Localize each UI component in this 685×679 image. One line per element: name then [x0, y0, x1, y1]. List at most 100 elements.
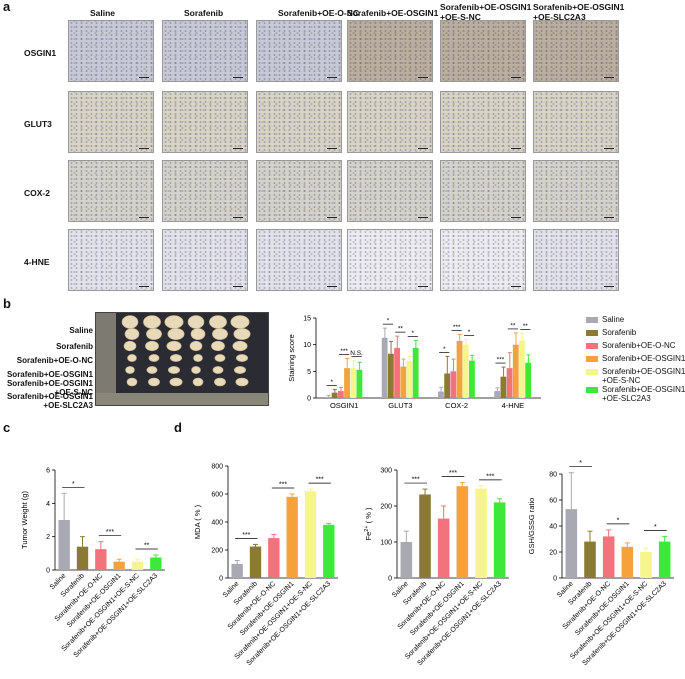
- scale-bar: [139, 77, 149, 78]
- tumor-specimen: [236, 354, 249, 362]
- significance-label: **: [398, 326, 404, 333]
- bar-4-hne-sorafenib: [500, 376, 507, 398]
- scale-bar: [604, 217, 614, 218]
- tumor-specimen: [124, 328, 140, 340]
- y-tick-label: 10: [303, 342, 311, 349]
- bar-sorafenib-oe-osgin1-oe-s-nc: [131, 561, 144, 570]
- bar-sorafenib-oe-osgin1-oe-s-nc: [304, 491, 317, 578]
- tumor-specimen: [125, 366, 135, 374]
- scale-bar: [139, 148, 149, 149]
- tumor-specimen: [127, 354, 137, 362]
- significance-label: **: [510, 322, 516, 329]
- tumor-specimen: [235, 377, 249, 387]
- legend-label-sorafenib-oe-osgin1: Sorafenib+OE-OSGIN1: [602, 354, 685, 363]
- ihc-image-cox-2-3: [347, 160, 433, 222]
- y-tick-label: 4: [46, 501, 50, 508]
- tumor-specimen: [232, 340, 248, 352]
- tumor-specimen: [234, 366, 247, 374]
- tumor-specimen: [212, 328, 228, 340]
- column-header-sorafenib-oe-o-nc: Sorafenib+OE-O-NC: [278, 8, 359, 18]
- tumor-specimen: [148, 354, 160, 362]
- scale-bar: [233, 148, 243, 149]
- bar-osgin1-sorafenib-oe-osgin1: [344, 368, 350, 398]
- ihc-image-cox-2-0: [68, 160, 154, 222]
- bar-sorafenib-oe-o-nc: [268, 538, 280, 578]
- bar-osgin1-sorafenib-oe-o-nc: [337, 391, 344, 398]
- bar-saline: [400, 542, 413, 578]
- column-header-sorafenib-oe-osgin1-oe-s-nc: Sorafenib+OE-OSGIN1 +OE-S-NC: [440, 2, 532, 22]
- ihc-image-4-hne-2: [256, 229, 342, 291]
- significance-label: ***: [106, 529, 114, 536]
- bar-sorafenib-oe-osgin1: [621, 546, 634, 578]
- significance-label: ***: [340, 348, 348, 355]
- significance-label: ***: [316, 477, 324, 484]
- row-header-4-hne: 4-HNE: [24, 257, 50, 267]
- scale-bar: [511, 217, 521, 218]
- bar-sorafenib-oe-osgin1-oe-s-nc: [640, 552, 652, 578]
- x-tick-label: 4-HNE: [502, 401, 525, 410]
- bar-osgin1-saline: [325, 396, 332, 398]
- ihc-image-osgin1-0: [68, 20, 154, 82]
- tumor-specimen: [214, 354, 226, 362]
- tumor-photo: [95, 312, 269, 406]
- y-tick-label: 6: [46, 468, 50, 475]
- ihc-image-cox-2-4: [440, 160, 526, 222]
- tumor-specimen: [167, 328, 185, 340]
- y-axis-label: Staining score: [287, 334, 296, 382]
- y-tick-label: 80: [549, 472, 557, 479]
- bar-4-hne-sorafenib-oe-osgin1-oe-s-nc: [519, 340, 525, 398]
- significance-label: ***: [279, 482, 287, 489]
- ihc-image-glut3-3: [347, 91, 433, 153]
- ihc-image-glut3-0: [68, 91, 154, 153]
- bar-saline: [58, 520, 70, 570]
- legend-swatch-sorafenib-oe-osgin1-oe-slc2a3: [586, 387, 598, 393]
- ihc-image-glut3-2: [256, 91, 342, 153]
- tumor-photo-image: [96, 313, 268, 405]
- ihc-image-glut3-4: [440, 91, 526, 153]
- row-header-cox-2: COX-2: [24, 188, 50, 198]
- legend-swatch-saline: [586, 317, 598, 323]
- scale-bar: [233, 77, 243, 78]
- bar-cox-2-sorafenib-oe-o-nc: [450, 371, 457, 398]
- bar-saline: [565, 509, 578, 578]
- tumor-specimen: [212, 366, 224, 374]
- scale-bar: [418, 148, 428, 149]
- tumor-specimen: [126, 377, 138, 387]
- scale-bar: [327, 286, 337, 287]
- significance-label: *: [387, 318, 390, 325]
- y-tick-label: 0: [553, 576, 557, 583]
- bar-cox-2-sorafenib: [444, 373, 451, 398]
- bar-glut3-sorafenib-oe-osgin1: [400, 366, 407, 398]
- significance-label: ***: [449, 470, 457, 477]
- tumor-specimen: [191, 366, 201, 374]
- legend-label-saline: Saline: [602, 315, 625, 324]
- column-header-saline: Saline: [90, 8, 116, 18]
- bar-sorafenib: [419, 494, 431, 578]
- y-tick-label: 0: [219, 576, 223, 583]
- scale-bar: [511, 148, 521, 149]
- column-header-sorafenib-oe-osgin1: Sorafenib+OE-OSGIN1: [347, 8, 439, 18]
- significance-label: ***: [242, 532, 250, 539]
- ruler-vertical: [96, 313, 116, 405]
- legend-label-sorafenib-oe-osgin1-oe-s-nc: Sorafenib+OE-OSGIN1 +OE-S-NC: [602, 367, 685, 385]
- x-tick-label: OSGIN1: [330, 401, 358, 410]
- tumor-specimen: [192, 377, 204, 387]
- y-tick-label: 800: [211, 464, 223, 471]
- tumor-specimen: [121, 315, 139, 329]
- photo-label-sorafenib-oe-o-nc: Sorafenib+OE-O-NC: [16, 356, 93, 365]
- column-header-sorafenib: Sorafenib: [184, 8, 224, 18]
- y-tick-label: 100: [380, 540, 392, 547]
- bar-4-hne-saline: [494, 391, 501, 398]
- y-tick-label: 0: [388, 576, 392, 583]
- significance-label: ***: [486, 473, 494, 480]
- bar-4-hne-sorafenib-oe-o-nc: [506, 368, 513, 398]
- row-header-glut3: GLUT3: [24, 119, 52, 129]
- tumor-specimen: [230, 315, 250, 329]
- legend-swatch-sorafenib-oe-o-nc: [586, 343, 598, 349]
- significance-label: *: [617, 517, 620, 524]
- photo-label-sorafenib-oe-osgin1: Sorafenib+OE-OSGIN1: [6, 370, 93, 379]
- legend-label-sorafenib-oe-osgin1-oe-slc2a3: Sorafenib+OE-OSGIN1 +OE-SLC2A3: [602, 385, 685, 403]
- y-tick-label: 15: [303, 316, 311, 323]
